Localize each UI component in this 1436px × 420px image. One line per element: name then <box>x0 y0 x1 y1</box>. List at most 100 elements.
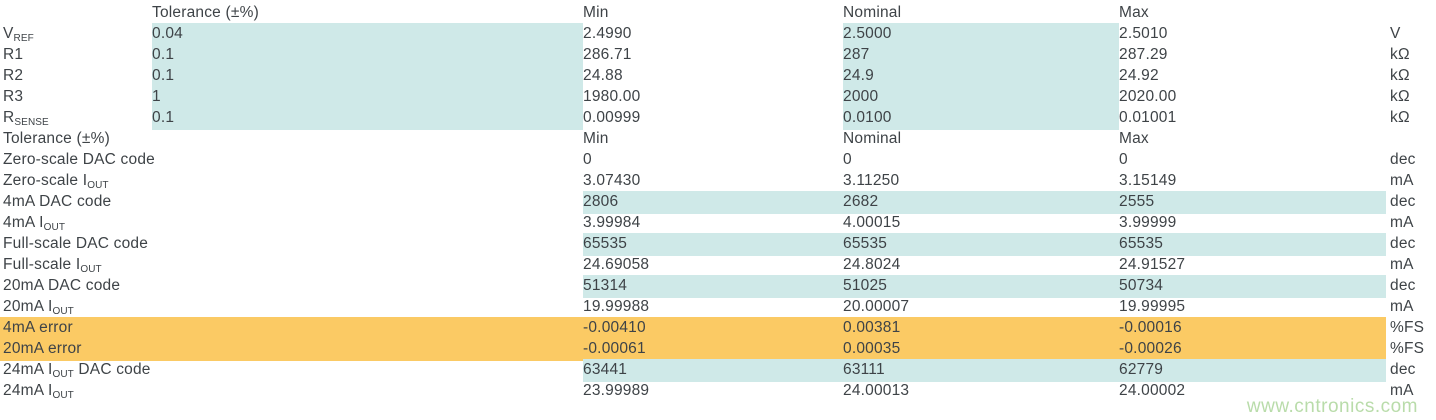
min-value: -0.00061 <box>583 338 843 361</box>
row-label: 4mA DAC code <box>3 193 112 210</box>
table-header-row-results: Tolerance (±%) Min Nominal Max <box>0 128 1436 149</box>
table-row-20ma-error: 20mA error -0.00061 0.00035 -0.00026 %FS <box>0 338 1436 361</box>
max-value: 2020.00 <box>1119 88 1177 105</box>
max-value: 19.99995 <box>1119 298 1186 315</box>
min-value: 24.69058 <box>583 256 650 273</box>
table-row-24ma-iout: 24mA IOUT 23.99989 24.00013 24.00002 mA <box>0 380 1436 401</box>
nominal-value: 0.00381 <box>843 317 1119 340</box>
table-row-4ma-iout: 4mA IOUT 3.99984 4.00015 3.99999 mA <box>0 212 1436 233</box>
max-value: 65535 <box>1119 233 1386 256</box>
row-label: VREF <box>3 25 34 44</box>
max-value: 62779 <box>1119 359 1386 382</box>
tolerance-value: 1 <box>152 86 583 109</box>
column-header-max: Max <box>1119 4 1149 21</box>
unit-label: dec <box>1390 361 1416 378</box>
unit-label: dec <box>1390 193 1416 210</box>
max-value: -0.00026 <box>1119 338 1386 361</box>
unit-label: dec <box>1390 151 1416 168</box>
table-row-rsense: RSENSE 0.1 0.00999 0.0100 0.01001 kΩ <box>0 107 1436 130</box>
table-row-zeroscale-iout: Zero-scale IOUT 3.07430 3.11250 3.15149 … <box>0 170 1436 191</box>
max-value: -0.00016 <box>1119 317 1386 340</box>
row-label: 24mA IOUT <box>3 382 74 401</box>
nominal-value: 0.00035 <box>843 338 1119 361</box>
tolerance-value: 0.04 <box>152 23 583 46</box>
table-row-r1: R1 0.1 286.71 287 287.29 kΩ <box>0 44 1436 67</box>
min-value: 286.71 <box>583 46 632 63</box>
row-label: RSENSE <box>3 109 49 128</box>
nominal-value: 24.8024 <box>843 256 901 273</box>
unit-label: mA <box>1390 172 1414 189</box>
min-value: 23.99989 <box>583 382 650 399</box>
row-label: R2 <box>3 67 24 84</box>
unit-label: %FS <box>1390 340 1425 357</box>
row-label: Zero-scale DAC code <box>3 151 155 168</box>
column-header-tolerance2: Tolerance (±%) <box>3 130 110 147</box>
table-row-20ma-iout: 20mA IOUT 19.99988 20.00007 19.99995 mA <box>0 296 1436 317</box>
unit-label: kΩ <box>1390 67 1410 84</box>
row-label: R3 <box>3 88 24 105</box>
min-value: 65535 <box>583 233 843 256</box>
unit-label: mA <box>1390 256 1414 273</box>
max-value: 2.5010 <box>1119 25 1168 42</box>
row-label: 20mA IOUT <box>3 298 74 317</box>
min-value: 51314 <box>583 275 843 298</box>
watermark-url: www.cntronics.com <box>1246 396 1418 417</box>
label-subscript: OUT <box>43 222 66 233</box>
nominal-value: 20.00007 <box>843 298 910 315</box>
min-value: 19.99988 <box>583 298 650 315</box>
table-header-row-components: Tolerance (±%) Min Nominal Max <box>0 2 1436 23</box>
column-header-min: Min <box>583 4 609 21</box>
label-subscript: REF <box>13 33 34 44</box>
unit-label: mA <box>1390 382 1414 399</box>
tolerance-value: 0.1 <box>152 65 583 88</box>
table-row-r2: R2 0.1 24.88 24.9 24.92 kΩ <box>0 65 1436 88</box>
tolerance-value: 0.1 <box>152 44 583 67</box>
table-row-vref: VREF 0.04 2.4990 2.5000 2.5010 V <box>0 23 1436 46</box>
unit-label: kΩ <box>1390 46 1410 63</box>
max-value: 24.92 <box>1119 67 1159 84</box>
row-label: 20mA error <box>0 338 152 361</box>
unit-label: %FS <box>1390 319 1425 336</box>
max-value: 0 <box>1119 151 1128 168</box>
column-header-max: Max <box>1119 130 1149 147</box>
unit-label: mA <box>1390 214 1414 231</box>
table-row-4ma-error: 4mA error -0.00410 0.00381 -0.00016 %FS <box>0 317 1436 340</box>
table-row-r3: R3 1 1980.00 2000 2020.00 kΩ <box>0 86 1436 109</box>
nominal-value: 24.9 <box>843 65 1119 88</box>
tolerance-value: 0.1 <box>152 107 583 130</box>
nominal-value: 287 <box>843 44 1119 67</box>
table-row-20ma-dac-code: 20mA DAC code 51314 51025 50734 dec <box>0 275 1436 298</box>
column-header-nominal: Nominal <box>843 130 902 147</box>
label-subscript: OUT <box>80 264 102 275</box>
column-header-min: Min <box>583 130 609 147</box>
min-value: 2806 <box>583 191 843 214</box>
label-subscript: OUT <box>52 390 74 401</box>
nominal-value: 2000 <box>843 86 1119 109</box>
max-value: 3.15149 <box>1119 172 1177 189</box>
max-value: 0.01001 <box>1119 109 1177 126</box>
min-value: 0.00999 <box>583 109 641 126</box>
row-label: 24mA IOUT DAC code <box>3 361 151 380</box>
nominal-value: 24.00013 <box>843 382 910 399</box>
row-label: 20mA DAC code <box>3 277 121 294</box>
min-value: 63441 <box>583 359 843 382</box>
unit-label: V <box>1390 25 1401 42</box>
row-label: Full-scale IOUT <box>3 256 102 275</box>
max-value: 50734 <box>1119 275 1386 298</box>
min-value: 2.4990 <box>583 25 632 42</box>
max-value: 287.29 <box>1119 46 1168 63</box>
table-row-zeroscale-dac-code: Zero-scale DAC code 0 0 0 dec <box>0 149 1436 170</box>
row-label: Zero-scale IOUT <box>3 172 109 191</box>
column-header-units <box>1386 128 1436 149</box>
label-subscript: OUT <box>87 180 109 191</box>
min-value: -0.00410 <box>583 317 843 340</box>
min-value: 1980.00 <box>583 88 641 105</box>
max-value: 3.99999 <box>1119 214 1177 231</box>
min-value: 0 <box>583 151 592 168</box>
row-label: R1 <box>3 46 24 63</box>
nominal-value: 0 <box>843 151 852 168</box>
unit-label: dec <box>1390 235 1416 252</box>
row-label: 4mA error <box>0 317 152 340</box>
min-value: 3.99984 <box>583 214 641 231</box>
